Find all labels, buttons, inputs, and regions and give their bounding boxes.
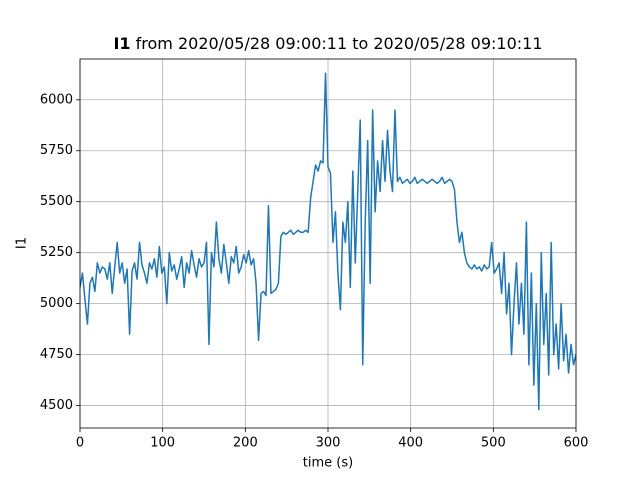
y-tick-label: 5500	[40, 194, 73, 209]
x-tick-label: 600	[564, 436, 589, 451]
y-tick-label: 4750	[40, 347, 73, 362]
y-tick-label: 5750	[40, 143, 73, 158]
x-tick-label: 100	[150, 436, 175, 451]
x-tick-label: 0	[76, 436, 84, 451]
y-tick-label: 6000	[40, 92, 73, 107]
y-tick-label: 4500	[40, 398, 73, 413]
x-tick-label: 500	[481, 436, 506, 451]
y-tick-label: 5000	[40, 296, 73, 311]
x-tick-label: 200	[233, 436, 258, 451]
title-range: from 2020/05/28 09:00:11 to 2020/05/28 0…	[136, 34, 543, 53]
x-tick-label: 400	[398, 436, 423, 451]
y-axis-label: I1	[15, 237, 30, 249]
x-tick-label: 300	[316, 436, 341, 451]
title-name: I1	[113, 34, 130, 53]
x-axis-label: time (s)	[303, 456, 353, 471]
chart-title: I1 from 2020/05/28 09:00:11 to 2020/05/2…	[113, 34, 542, 53]
y-tick-label: 5250	[40, 245, 73, 260]
plot-frame	[79, 58, 577, 429]
data-line	[80, 72, 576, 411]
